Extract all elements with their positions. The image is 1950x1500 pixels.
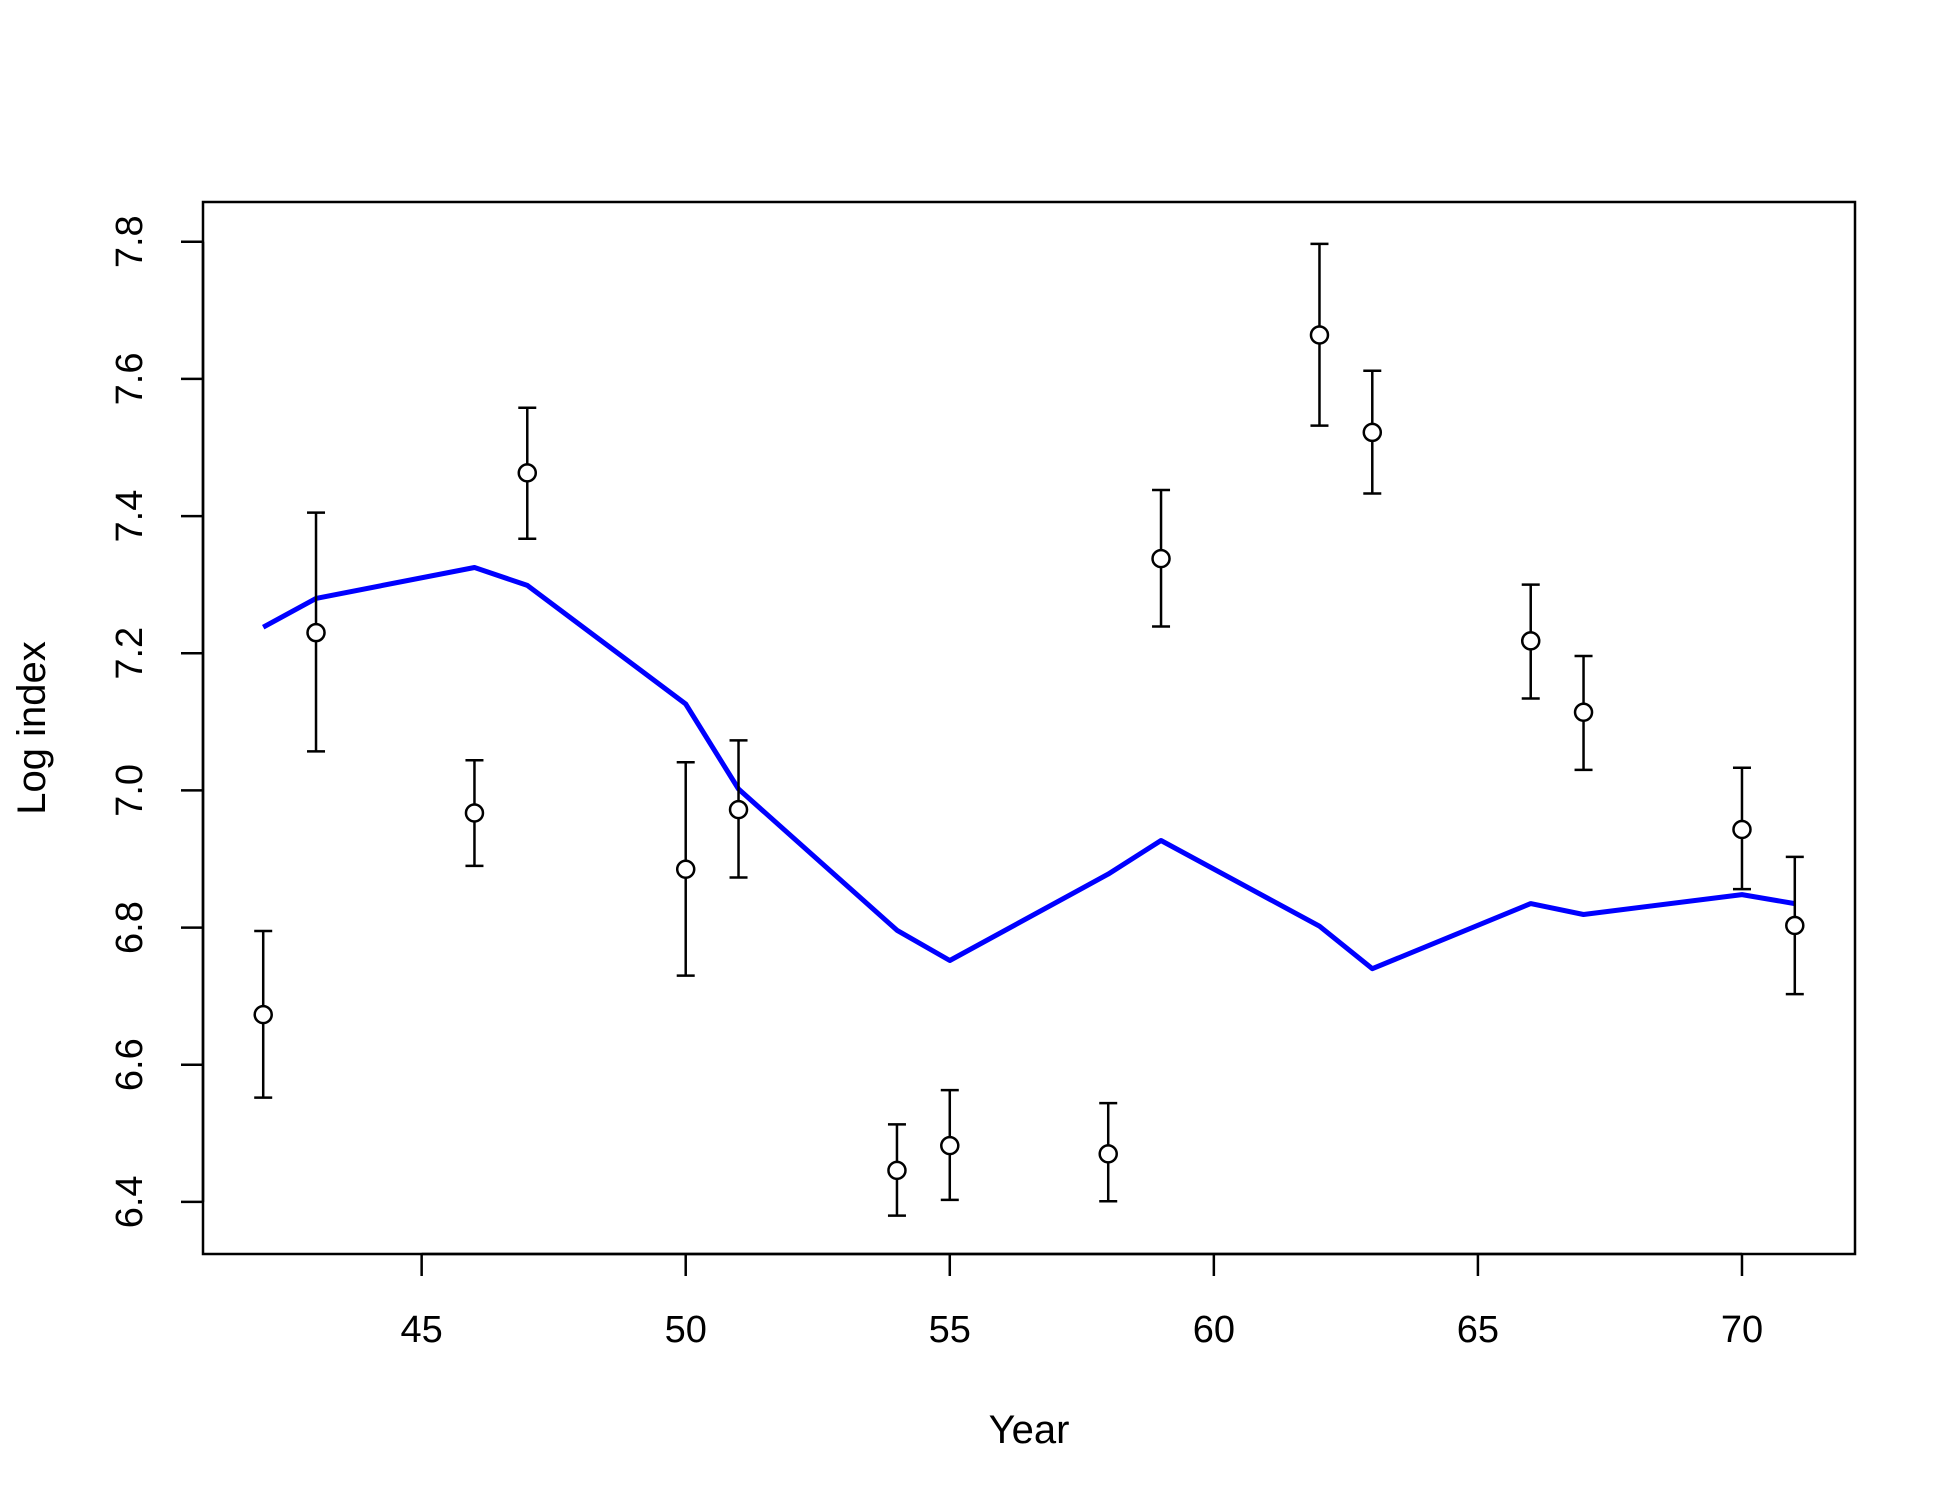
x-tick-label: 50 bbox=[665, 1309, 707, 1351]
x-tick-label: 55 bbox=[929, 1309, 971, 1351]
x-axis-label: Year bbox=[989, 1408, 1070, 1452]
data-point bbox=[1362, 422, 1383, 443]
data-point bbox=[940, 1135, 960, 1156]
x-tick-label: 45 bbox=[401, 1309, 443, 1351]
data-point bbox=[517, 463, 538, 483]
data-point bbox=[1785, 915, 1805, 936]
data-point bbox=[675, 859, 696, 880]
y-tick-label: 6.8 bbox=[109, 901, 151, 954]
data-point bbox=[253, 1004, 273, 1025]
y-tick-label: 6.6 bbox=[109, 1038, 151, 1091]
fitted-line bbox=[262, 565, 1796, 972]
data-point bbox=[1732, 819, 1752, 840]
x-tick-label: 65 bbox=[1457, 1309, 1499, 1351]
x-axis: 45 50 55 60 65 70 bbox=[401, 1252, 1763, 1351]
data-point bbox=[728, 799, 749, 820]
x-tick-label: 70 bbox=[1721, 1309, 1763, 1351]
x-tick-label: 60 bbox=[1193, 1309, 1235, 1351]
y-axis: 6.4 6.6 6.8 7.0 7.2 7.4 7.6 7.8 bbox=[109, 215, 205, 1228]
data-point bbox=[887, 1160, 907, 1181]
plot-frame bbox=[201, 200, 1857, 1256]
data-point bbox=[1573, 702, 1594, 722]
data-point bbox=[306, 622, 326, 643]
y-tick-label: 6.4 bbox=[109, 1175, 151, 1228]
fitted-line-layer bbox=[262, 565, 1796, 972]
y-tick-label: 7.2 bbox=[109, 627, 151, 680]
data-point bbox=[1309, 325, 1330, 345]
points-layer bbox=[253, 325, 1805, 1181]
error-bars-layer bbox=[254, 242, 1804, 1217]
data-point bbox=[464, 803, 485, 823]
data-point bbox=[1520, 631, 1541, 651]
y-tick-label: 7.8 bbox=[109, 215, 151, 268]
y-tick-label: 7.4 bbox=[109, 490, 151, 543]
data-point bbox=[1151, 548, 1171, 569]
y-axis-label: Log index bbox=[10, 641, 54, 814]
data-point bbox=[1098, 1144, 1118, 1164]
y-tick-label: 7.0 bbox=[109, 764, 151, 817]
y-tick-label: 7.6 bbox=[109, 353, 151, 406]
